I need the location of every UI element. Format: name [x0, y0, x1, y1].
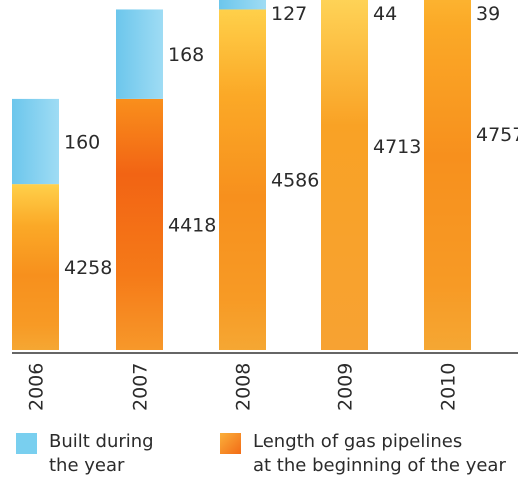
- bar-length-2010: [424, 0, 471, 351]
- legend-label-length-line2: at the beginning of the year: [253, 455, 506, 476]
- legend-item-length: Length of gas pipelines at the beginning…: [220, 430, 506, 478]
- value-label-built-2008: 127: [271, 3, 307, 25]
- legend-swatch-built: [16, 433, 37, 454]
- legend-label-built-line2: the year: [49, 455, 125, 476]
- bar-built-2006: [12, 98, 59, 185]
- value-label-built-2009: 44: [373, 3, 397, 25]
- value-label-built-2010: 39: [476, 3, 500, 25]
- legend-label-length-line1: Length of gas pipelines: [253, 431, 463, 452]
- bar-length-2007: [116, 98, 163, 350]
- value-label-length-2010: 4757: [476, 124, 518, 146]
- value-label-length-2006: 4258: [64, 257, 112, 279]
- bar-built-2007: [116, 9, 163, 99]
- bar-built-2008: [219, 0, 266, 10]
- value-label-length-2008: 4586: [271, 170, 319, 192]
- value-label-length-2007: 4418: [168, 214, 216, 236]
- tick-label-2010: 2010: [438, 363, 460, 411]
- chart: 4258 160 4418 168 4586 127 4713 44 4757 39 2006 20…: [12, 0, 518, 411]
- tick-label-2007: 2007: [130, 363, 152, 411]
- value-label-built-2006: 160: [64, 132, 100, 154]
- bar-length-2008: [219, 9, 266, 351]
- bar-length-2009: [321, 0, 368, 350]
- legend-item-built: Built during the year: [16, 430, 154, 478]
- tick-label-2009: 2009: [335, 363, 357, 411]
- value-label-built-2007: 168: [168, 44, 204, 66]
- legend-label-length: Length of gas pipelines at the beginning…: [253, 430, 506, 478]
- value-label-length-2009: 4713: [373, 136, 421, 158]
- legend-swatch-length: [220, 433, 241, 454]
- tick-label-2008: 2008: [233, 363, 255, 411]
- legend-label-built-line1: Built during: [49, 431, 154, 452]
- bar-length-2006: [12, 184, 59, 350]
- tick-label-2006: 2006: [26, 363, 48, 411]
- legend-label-built: Built during the year: [49, 430, 154, 478]
